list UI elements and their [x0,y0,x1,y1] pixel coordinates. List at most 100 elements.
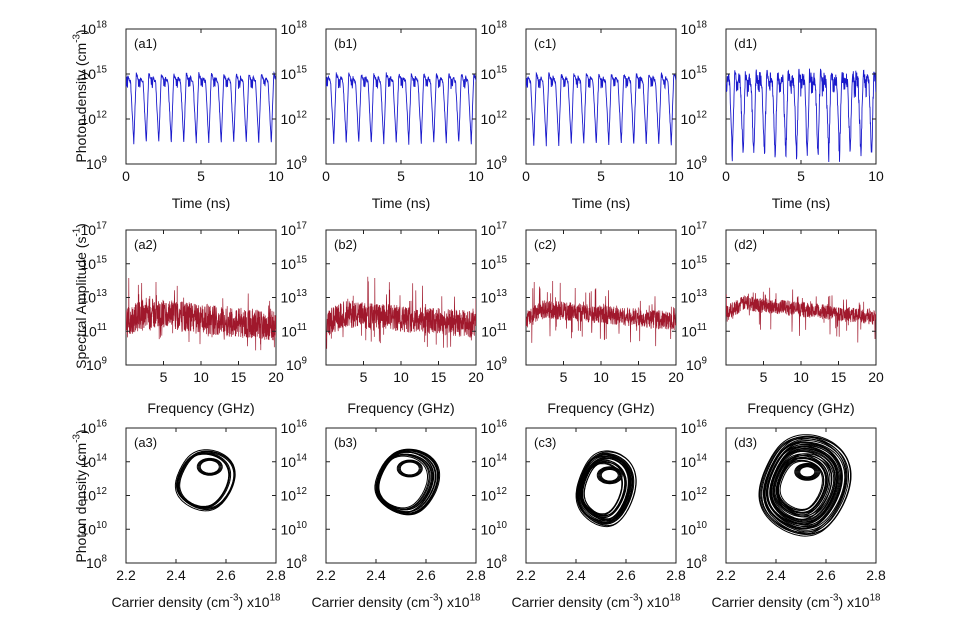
attractor-loop [760,437,847,533]
y-tick-label: 1013 [281,288,308,305]
x-tick-label: 2.4 [566,567,586,583]
x-tick-label: 5 [797,168,805,184]
y-tick-label: 108 [286,554,308,571]
attractor-inner-loop [599,468,620,483]
y-tick-label: 1015 [681,254,708,271]
series-line [326,72,476,145]
y-tick-label: 1017 [81,221,107,238]
y-tick-label: 1012 [481,110,507,127]
x-tick-label: 0 [322,168,330,184]
x-tick-label: 2.4 [166,567,186,583]
y-tick-label: 109 [486,356,507,373]
y-tick-label: 1010 [281,520,308,537]
plot-area [575,450,637,528]
attractor-loop [174,449,236,512]
x-tick-label: 2.2 [116,567,136,583]
panel-label: (d1) [734,36,757,51]
x-tick-label: 2.6 [616,567,636,583]
attractor-loop [764,440,847,531]
panel-label: (c3) [534,435,556,450]
y-tick-label: 1018 [681,20,708,37]
panel-label: (a2) [134,237,157,252]
y-tick-label: 1015 [681,65,708,82]
x-axis-label: Time (ns) [772,195,831,211]
x-axis-label: Carrier density (cm-3) x1018 [112,593,282,610]
panel-a3: (a3) 108 1010 1012 1014 1016 2.2 2.4 2.6 2.8 Carri… [81,419,286,610]
attractor-loop [767,443,843,528]
row-spectrum-ylabel: Spectral Amplitude (s-1) [72,223,89,369]
panel-label: (d2) [734,237,757,252]
attractor-loop [759,436,848,535]
x-axis-label: Carrier density (cm-3) x1018 [512,593,682,610]
y-tick-label: 1012 [681,486,707,503]
x-axis-label: Carrier density (cm-3) x1018 [312,593,482,610]
panel-d1: (d1) 109 1012 1015 1018 0 5 10 Time (ns) [681,20,884,211]
x-axis-label: Time (ns) [572,195,631,211]
y-tick-label: 1015 [281,65,308,82]
panel-b1: (b1) 109 1012 1015 1018 0 5 10 Time (ns) [281,20,484,211]
x-tick-label: 10 [468,168,484,184]
plot-frame [525,427,677,564]
x-axis-label: Frequency (GHz) [547,400,654,416]
attractor-inner-loop [799,466,816,478]
x-tick-label: 0 [522,168,530,184]
attractor-inner-loop [596,466,623,485]
plot-area [526,280,676,347]
attractor-inner-loop [398,460,421,477]
y-tick-label: 109 [686,155,707,172]
attractor-inner-loop [600,469,619,482]
plot-area [174,449,236,512]
attractor-loop [775,457,827,514]
x-tick-label: 10 [868,168,884,184]
x-tick-label: 15 [231,369,247,385]
x-tick-label: 5 [397,168,405,184]
y-axis-label: Photon density (cm-3) [72,429,89,562]
panel-label: (a1) [134,36,157,51]
y-tick-label: 109 [486,155,507,172]
x-tick-label: 2.6 [416,567,436,583]
attractor-loop [578,456,631,522]
x-tick-label: 2.4 [366,567,386,583]
series-line [126,277,276,351]
x-tick-label: 10 [668,168,684,184]
y-tick-label: 1018 [281,20,308,37]
panel-label: (b1) [334,36,357,51]
y-tick-label: 1016 [81,419,108,436]
y-tick-label: 1018 [481,20,508,37]
y-tick-label: 1016 [681,419,708,436]
plot-area [126,277,276,351]
series-line [526,71,676,147]
y-tick-label: 109 [686,356,707,373]
row-time-series-ylabel: Photon density (cm-3) [72,29,89,162]
x-tick-label: 2.8 [466,567,486,583]
series-line [726,68,876,163]
y-tick-label: 109 [286,356,307,373]
attractor-inner-loop [795,463,820,481]
attractor-inner-loop [199,459,220,474]
x-axis-label: Time (ns) [172,195,231,211]
panel-d3: (d3) 108 1010 1012 1014 1016 2.2 2.4 2.6 2.8 Carri… [681,419,886,610]
attractor-loop [179,452,235,509]
x-tick-label: 2.8 [266,567,286,583]
attractor-loop [770,448,838,523]
y-tick-label: 1010 [81,520,108,537]
attractor-inner-loop [797,465,818,479]
plot-frame [725,229,877,366]
x-tick-label: 10 [393,369,409,385]
y-tick-label: 1011 [481,322,507,339]
x-axis-label: Carrier density (cm-3) x1018 [712,593,882,610]
y-tick-label: 1015 [281,254,308,271]
attractor-loop [177,453,230,507]
y-tick-label: 1013 [681,288,708,305]
y-tick-label: 1015 [481,254,508,271]
x-tick-label: 2.4 [766,567,786,583]
x-tick-label: 15 [631,369,647,385]
y-tick-label: 108 [486,554,508,571]
y-tick-label: 109 [286,155,307,172]
y-tick-label: 1012 [81,110,107,127]
y-tick-label: 1012 [281,486,307,503]
x-tick-label: 2.2 [316,567,336,583]
